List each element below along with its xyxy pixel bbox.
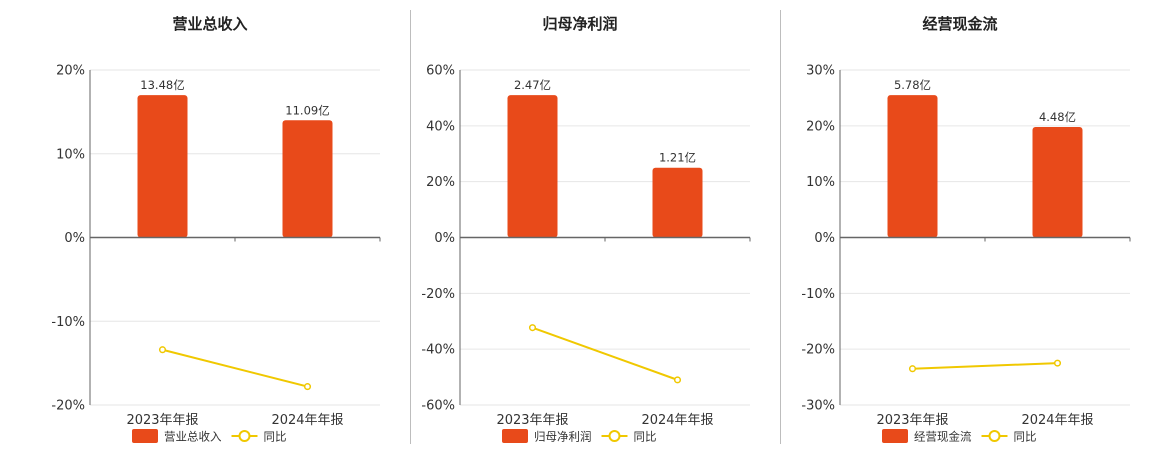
x-tick-label: 2024年年报: [1021, 413, 1093, 428]
y-tick-label: 30%: [806, 64, 835, 79]
bar-value-label: 1.21亿: [659, 151, 696, 165]
y-tick-label: -60%: [421, 399, 455, 414]
chart-title: 经营现金流: [922, 15, 997, 33]
bar: [1032, 126, 1083, 238]
yoy-point: [303, 383, 312, 391]
yoy-line: [162, 348, 308, 388]
yoy-point: [908, 365, 917, 373]
y-tick-label: -20%: [801, 343, 835, 358]
yoy-line: [912, 362, 1058, 370]
chart-title: 营业总收入: [172, 15, 247, 33]
legend-line-marker: [988, 430, 1001, 442]
legend-line-label: 同比: [634, 430, 657, 444]
bar-value-label: 4.48亿: [1039, 110, 1076, 124]
legend-bar-swatch: [882, 429, 908, 443]
bar-value-label: 11.09亿: [285, 103, 329, 117]
yoy-point: [673, 376, 682, 384]
y-tick-label: 0%: [814, 231, 835, 246]
legend-line-marker: [608, 430, 621, 442]
panel-divider-2: [780, 10, 781, 444]
y-tick-label: 20%: [426, 175, 455, 190]
yoy-point: [528, 324, 537, 332]
y-tick-label: 10%: [806, 175, 835, 190]
bar: [137, 95, 188, 238]
y-tick-label: -20%: [421, 287, 455, 302]
x-tick-label: 2023年年报: [496, 413, 568, 428]
legend-line-marker: [238, 430, 251, 442]
legend-bar-label: 营业总收入: [164, 430, 222, 444]
y-tick-label: 0%: [434, 231, 455, 246]
panel-divider-1: [410, 10, 411, 444]
yoy-point: [158, 346, 167, 354]
bar-value-label: 2.47亿: [514, 78, 551, 92]
chart-panel-1: 营业总收入 20% 10% 0% -10% -20% 13.48亿 11.09亿 2023年年报…: [51, 15, 381, 444]
y-tick-label: 20%: [806, 119, 835, 134]
x-tick-label: 2023年年报: [126, 413, 198, 428]
x-tick-label: 2024年年报: [271, 413, 343, 428]
y-tick-label: -10%: [51, 315, 85, 330]
y-tick-label: 60%: [426, 64, 455, 79]
legend-bar-label: 归母净利润: [534, 430, 592, 444]
yoy-point: [1053, 359, 1062, 367]
chart-panel-3: 经营现金流 30% 20% 10% 0% -10% -20% -30% 5.78亿 4.48亿 20…: [801, 15, 1131, 444]
legend-bar-swatch: [132, 429, 158, 443]
y-tick-label: -40%: [421, 343, 455, 358]
bar: [282, 120, 333, 238]
bar-value-label: 13.48亿: [140, 78, 184, 92]
chart-panel-2: 归母净利润 60% 40% 20% 0% -20% -40% -60% 2.47亿 1.21亿 20…: [421, 15, 751, 444]
legend-line-label: 同比: [1014, 430, 1037, 444]
x-tick-label: 2024年年报: [641, 413, 713, 428]
x-tick-label: 2023年年报: [876, 413, 948, 428]
y-tick-label: -10%: [801, 287, 835, 302]
y-tick-label: -20%: [51, 399, 85, 414]
y-tick-label: 20%: [56, 64, 85, 79]
legend-bar-label: 经营现金流: [914, 430, 972, 444]
yoy-line: [532, 326, 678, 381]
y-tick-label: 10%: [56, 147, 85, 162]
bar-value-label: 5.78亿: [894, 78, 931, 92]
y-tick-label: 0%: [64, 231, 85, 246]
legend-bar-swatch: [502, 429, 528, 443]
bar: [887, 95, 938, 238]
y-tick-label: 40%: [426, 119, 455, 134]
chart-title: 归母净利润: [542, 15, 617, 33]
bar: [507, 95, 558, 238]
y-tick-label: -30%: [801, 399, 835, 414]
bar: [652, 167, 703, 238]
legend-line-label: 同比: [264, 430, 287, 444]
